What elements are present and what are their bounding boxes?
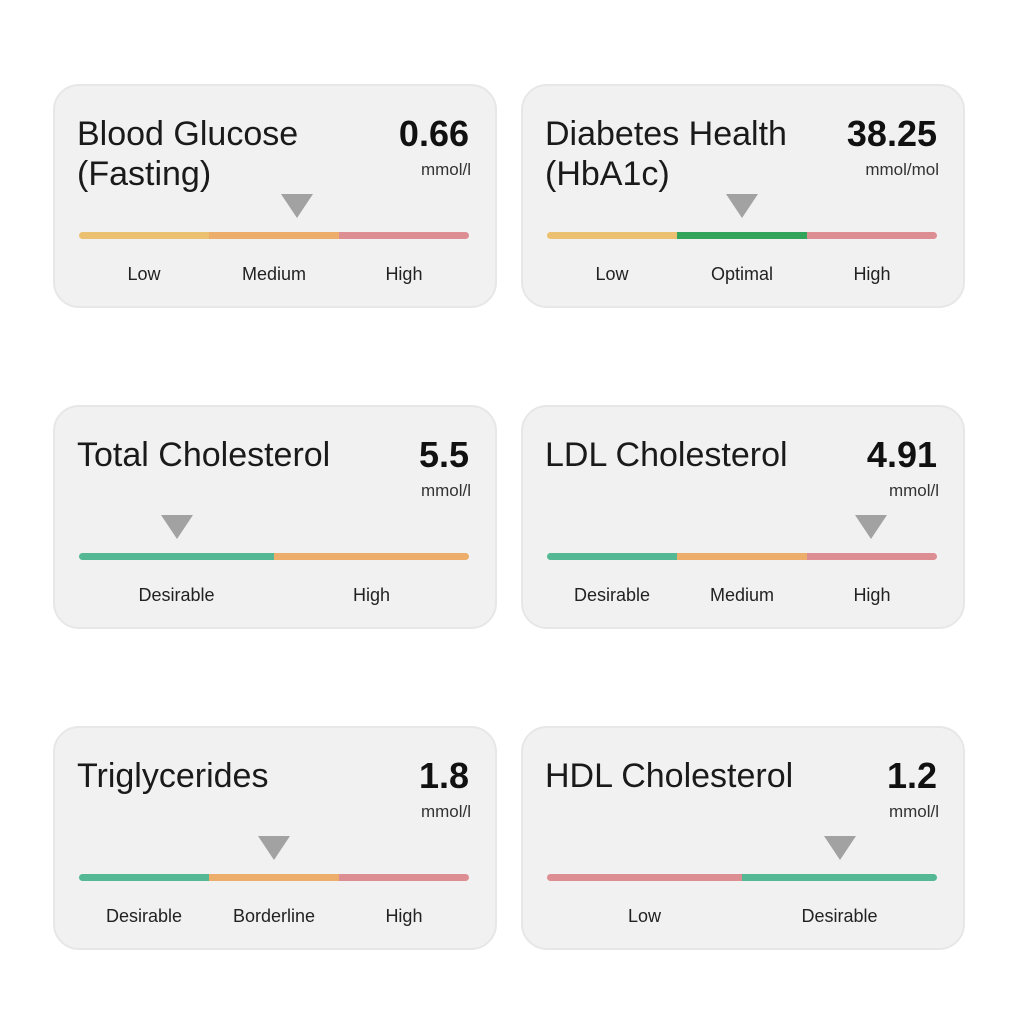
range-label: Medium (241, 264, 306, 284)
card-unit: mmol/l (420, 481, 471, 500)
range-segment (676, 232, 807, 239)
range-labels: Low Desirable (547, 906, 937, 927)
card-diabetes-health[interactable]: Diabetes Health (HbA1c) 38.25 mmol/mol L… (521, 84, 965, 308)
card-unit: mmol/mol (865, 160, 939, 179)
range-bar (79, 553, 469, 560)
card-hdl-cholesterol[interactable]: HDL Cholesterol 1.2 mmol/l Low Desirable (521, 726, 965, 950)
range-segment (79, 232, 209, 239)
range-segment (338, 232, 469, 239)
card-unit: mmol/l (888, 802, 939, 821)
range-bar (547, 874, 937, 881)
range-label: High (352, 585, 391, 605)
range-segment (676, 553, 807, 560)
range-label: High (853, 264, 891, 284)
range-label: High (385, 906, 423, 926)
range-label: Low (127, 264, 161, 284)
card-title: HDL Cholesterol (545, 757, 794, 795)
card-ldl-cholesterol[interactable]: LDL Cholesterol 4.91 mmol/l Desirable Med… (521, 405, 965, 629)
range-segment (547, 553, 677, 560)
range-segment (338, 874, 469, 881)
range-segment (274, 553, 469, 560)
range-label: Low (627, 906, 662, 926)
card-unit: mmol/l (420, 802, 471, 821)
marker-triangle-icon (258, 836, 290, 860)
marker-triangle-icon (726, 194, 758, 218)
card-total-cholesterol[interactable]: Total Cholesterol 5.5 mmol/l Desirable Hi… (53, 405, 497, 629)
range-label: High (853, 585, 891, 605)
card-value: 1.8 (418, 755, 469, 796)
range-bar (547, 232, 937, 239)
range-labels: Low Optimal High (547, 264, 937, 285)
range-segment (806, 232, 937, 239)
range-bar (79, 874, 469, 881)
range-segment (547, 874, 742, 881)
card-unit: mmol/l (420, 160, 471, 179)
card-blood-glucose[interactable]: Blood Glucose (Fasting) 0.66 mmol/l Low M… (53, 84, 497, 308)
card-triglycerides[interactable]: Triglycerides 1.8 mmol/l Desirable Border… (53, 726, 497, 950)
card-title: Blood Glucose (Fasting) (77, 115, 299, 193)
card-value: 4.91 (866, 434, 937, 475)
range-segment (79, 553, 274, 560)
card-title: Diabetes Health (HbA1c) (545, 115, 787, 193)
card-value: 0.66 (398, 113, 469, 154)
card-title: Total Cholesterol (77, 436, 331, 474)
range-label: Desirable (801, 906, 878, 926)
range-label: Optimal (710, 264, 773, 284)
range-label: Desirable (105, 906, 183, 926)
card-unit: mmol/l (888, 481, 939, 500)
range-segment (79, 874, 209, 881)
range-segment (806, 553, 937, 560)
range-label: Desirable (138, 585, 215, 605)
card-title: LDL Cholesterol (545, 436, 788, 474)
range-segment (208, 874, 339, 881)
range-label: Desirable (573, 585, 651, 605)
marker-triangle-icon (823, 836, 856, 860)
range-labels: Desirable Medium High (547, 585, 937, 606)
range-segment (742, 874, 937, 881)
marker-triangle-icon (160, 515, 193, 539)
card-value: 38.25 (846, 113, 937, 154)
range-label: Borderline (232, 906, 315, 926)
range-bar (547, 553, 937, 560)
card-value: 5.5 (418, 434, 469, 475)
range-label: Medium (709, 585, 774, 605)
range-segment (208, 232, 339, 239)
range-labels: Desirable Borderline High (79, 906, 469, 927)
range-label: Low (595, 264, 629, 284)
card-value: 1.2 (886, 755, 937, 796)
range-segment (547, 232, 677, 239)
marker-triangle-icon (854, 515, 887, 539)
range-bar (79, 232, 469, 239)
marker-triangle-icon (281, 194, 314, 218)
range-labels: Desirable High (79, 585, 469, 606)
card-title: Triglycerides (77, 757, 269, 795)
range-label: High (385, 264, 423, 284)
range-labels: Low Medium High (79, 264, 469, 285)
